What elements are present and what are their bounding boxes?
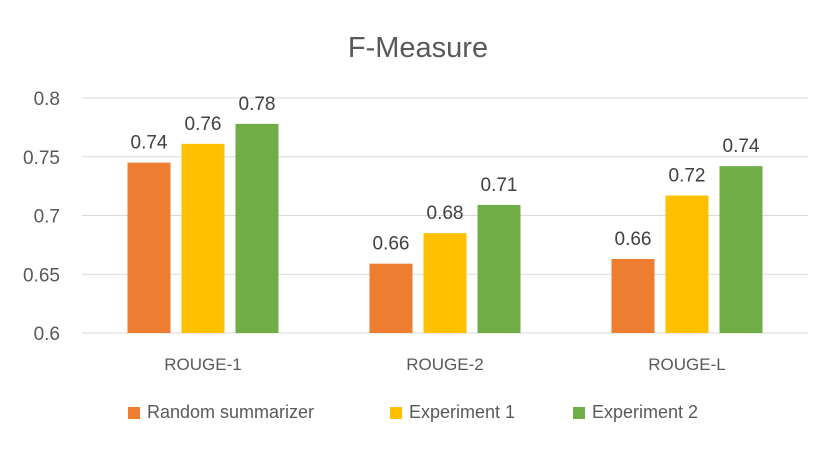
legend-label: Experiment 2 xyxy=(592,402,698,422)
bar xyxy=(423,233,467,333)
legend-swatch xyxy=(128,407,140,419)
legend-label: Experiment 1 xyxy=(409,402,515,422)
y-tick-label: 0.75 xyxy=(23,148,60,169)
data-label: 0.66 xyxy=(373,234,410,255)
y-tick-label: 0.7 xyxy=(34,207,60,228)
data-label: 0.66 xyxy=(615,229,652,250)
legend-label: Random summarizer xyxy=(147,402,314,422)
data-labels: 0.74 0.76 0.78 0.66 0.68 0.71 0.66 0.72 0.74 xyxy=(131,94,760,255)
x-axis-ticks: ROUGE-1 ROUGE-2 ROUGE-L xyxy=(164,355,725,374)
y-tick-label: 0.65 xyxy=(23,265,60,286)
bar xyxy=(369,263,413,333)
data-label: 0.74 xyxy=(723,136,760,157)
bar xyxy=(611,258,655,333)
legend-swatch xyxy=(573,407,585,419)
bar xyxy=(181,143,225,333)
x-tick-label: ROUGE-2 xyxy=(406,355,483,374)
bar xyxy=(127,162,171,333)
data-label: 0.68 xyxy=(427,203,464,224)
data-label: 0.72 xyxy=(669,166,706,187)
data-label: 0.71 xyxy=(481,175,518,196)
legend-swatch xyxy=(390,407,402,419)
y-tick-label: 0.8 xyxy=(34,89,60,110)
bar xyxy=(665,195,709,333)
data-label: 0.78 xyxy=(239,94,276,115)
x-tick-label: ROUGE-1 xyxy=(164,355,241,374)
y-tick-label: 0.6 xyxy=(34,324,60,345)
bars xyxy=(127,123,763,333)
bar xyxy=(477,204,521,333)
chart-title: F-Measure xyxy=(348,32,488,64)
data-label: 0.76 xyxy=(185,114,222,135)
legend: Random summarizer Experiment 1 Experiment … xyxy=(128,402,698,422)
bar xyxy=(719,166,763,333)
x-tick-label: ROUGE-L xyxy=(648,355,725,374)
y-axis-ticks: 0.6 0.65 0.7 0.75 0.8 xyxy=(23,89,60,345)
bar xyxy=(235,123,279,333)
data-label: 0.74 xyxy=(131,133,168,154)
